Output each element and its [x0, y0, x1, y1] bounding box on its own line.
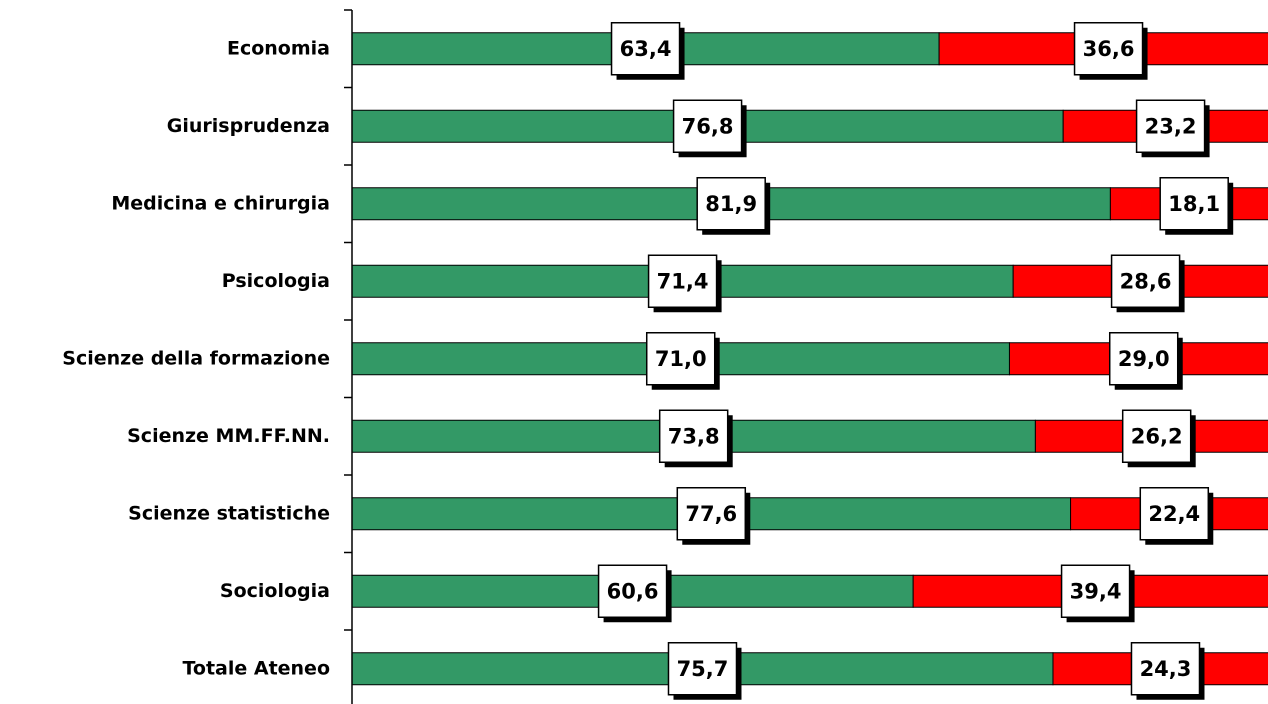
- value-label: 23,2: [1135, 99, 1210, 158]
- label-box: [1135, 99, 1206, 153]
- value-label: 29,0: [1108, 332, 1183, 390]
- value-label-text: 39,4: [1070, 579, 1122, 603]
- label-box: [1110, 254, 1181, 308]
- value-label: 60,6: [597, 564, 672, 623]
- value-label: 22,4: [1139, 487, 1214, 545]
- category-label: Giurisprudenza: [167, 115, 330, 137]
- label-box: [1121, 409, 1192, 463]
- value-label: 24,3: [1130, 642, 1205, 700]
- value-label: 39,4: [1060, 564, 1135, 623]
- value-label-text: 24,3: [1140, 657, 1192, 681]
- value-label-text: 76,8: [682, 114, 734, 138]
- label-box: [667, 642, 738, 696]
- value-label-text: 18,1: [1168, 192, 1220, 216]
- value-label-text: 60,6: [607, 579, 659, 603]
- label-box: [1073, 22, 1144, 76]
- label-box: [696, 177, 766, 231]
- value-label: 75,7: [667, 642, 742, 700]
- category-label: Scienze della formazione: [62, 347, 330, 369]
- value-label-text: 71,4: [657, 269, 709, 293]
- value-label: 36,6: [1073, 22, 1148, 80]
- value-label: 26,2: [1121, 409, 1196, 468]
- value-label: 71,4: [647, 254, 722, 313]
- category-label: Medicina e chirurgia: [111, 192, 330, 214]
- value-label-text: 36,6: [1083, 37, 1135, 61]
- value-label-text: 26,2: [1131, 424, 1183, 448]
- label-box: [658, 409, 729, 463]
- value-label-text: 71,0: [655, 347, 707, 371]
- category-label: Scienze statistiche: [128, 502, 330, 524]
- value-label: 73,8: [658, 409, 733, 468]
- value-label-text: 29,0: [1118, 347, 1170, 371]
- category-label: Sociologia: [220, 580, 330, 602]
- value-label: 77,6: [676, 487, 751, 545]
- value-label: 76,8: [672, 99, 747, 158]
- label-box: [645, 332, 716, 386]
- category-label: Economia: [227, 37, 330, 59]
- value-label: 71,0: [645, 332, 720, 390]
- value-label-text: 22,4: [1148, 502, 1200, 526]
- value-label-text: 75,7: [677, 657, 729, 681]
- value-label-text: 23,2: [1145, 114, 1197, 138]
- label-box: [597, 564, 668, 618]
- category-label: Scienze MM.FF.NN.: [127, 425, 330, 447]
- label-box: [1130, 642, 1201, 696]
- value-label-text: 28,6: [1120, 269, 1172, 293]
- value-label: 28,6: [1110, 254, 1185, 313]
- label-box: [1108, 332, 1179, 386]
- value-label-text: 81,9: [705, 192, 757, 216]
- category-label: Psicologia: [222, 270, 330, 292]
- value-label-text: 77,6: [685, 502, 737, 526]
- category-label: Totale Ateneo: [182, 657, 330, 679]
- label-box: [676, 487, 747, 541]
- value-label: 18,1: [1159, 177, 1234, 235]
- label-box: [1139, 487, 1210, 541]
- label-box: [1060, 564, 1131, 618]
- value-label-text: 73,8: [668, 424, 720, 448]
- label-box: [610, 22, 681, 76]
- label-box: [1159, 177, 1229, 231]
- value-label-text: 63,4: [620, 37, 672, 61]
- label-box: [672, 99, 743, 153]
- value-label: 81,9: [696, 177, 771, 235]
- label-box: [647, 254, 718, 308]
- value-label: 63,4: [610, 22, 685, 80]
